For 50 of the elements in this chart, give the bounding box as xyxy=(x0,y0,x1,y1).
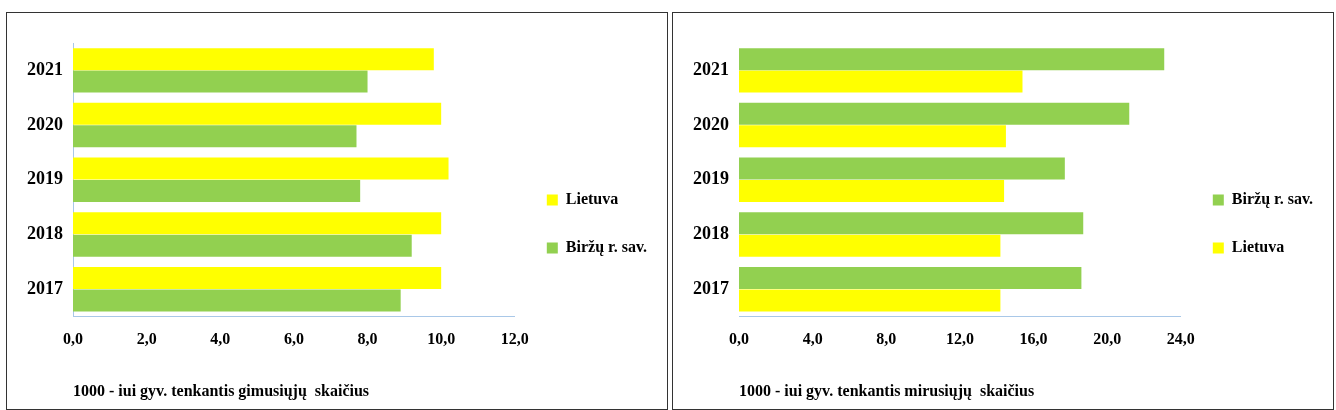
bar xyxy=(73,267,442,290)
legend-label: Biržų r. sav. xyxy=(565,238,648,257)
bar xyxy=(73,157,449,180)
y-tick-label: 2021 xyxy=(27,59,63,80)
bar xyxy=(739,48,1165,71)
legend-label: Lietuva xyxy=(1231,238,1285,256)
x-tick-label: 4,0 xyxy=(802,330,823,348)
x-tick-label: 16,0 xyxy=(1019,330,1048,348)
y-tick-label: 2017 xyxy=(27,277,63,298)
y-tick-label: 2020 xyxy=(27,113,63,134)
x-axis-title: 1000 - iui gyv. tenkantis gimusiųjų skaičius xyxy=(73,381,370,400)
bar xyxy=(73,234,412,257)
x-tick-label: 0,0 xyxy=(729,330,749,348)
x-tick-label: 8,0 xyxy=(357,330,378,348)
bar xyxy=(73,212,442,235)
bar xyxy=(73,125,357,148)
bar xyxy=(73,289,401,312)
bar xyxy=(739,180,1005,203)
bar xyxy=(73,70,368,93)
y-tick-label: 2018 xyxy=(27,223,63,244)
x-tick-label: 6,0 xyxy=(283,330,304,348)
y-tick-label: 2019 xyxy=(693,168,729,189)
x-tick-label: 12,0 xyxy=(945,330,974,348)
x-tick-label: 20,0 xyxy=(1093,330,1122,348)
x-tick-label: 10,0 xyxy=(427,330,456,348)
y-tick-label: 2018 xyxy=(693,223,729,244)
x-tick-label: 24,0 xyxy=(1166,330,1195,348)
y-tick-label: 2021 xyxy=(693,59,729,80)
x-tick-label: 4,0 xyxy=(210,330,231,348)
bar xyxy=(739,102,1130,125)
x-tick-label: 8,0 xyxy=(876,330,897,348)
bar xyxy=(739,157,1065,180)
y-tick-label: 2019 xyxy=(27,168,63,189)
bar xyxy=(739,212,1084,235)
bar xyxy=(73,102,442,125)
bar xyxy=(739,234,1001,257)
y-tick-label: 2020 xyxy=(693,113,729,134)
bar xyxy=(739,289,1001,312)
bar xyxy=(73,180,361,203)
legend-label: Lietuva xyxy=(565,190,619,208)
bar xyxy=(73,48,434,71)
x-tick-label: 0,0 xyxy=(63,330,83,348)
legend-label: Biržų r. sav. xyxy=(1231,190,1314,209)
x-tick-label: 2,0 xyxy=(136,330,157,348)
x-tick-label: 12,0 xyxy=(500,330,529,348)
bar xyxy=(739,267,1082,290)
x-axis-title: 1000 - iui gyv. tenkantis mirusiųjų skaičius xyxy=(739,381,1035,400)
bar xyxy=(739,70,1023,93)
y-tick-label: 2017 xyxy=(693,277,729,298)
bar xyxy=(739,125,1006,148)
